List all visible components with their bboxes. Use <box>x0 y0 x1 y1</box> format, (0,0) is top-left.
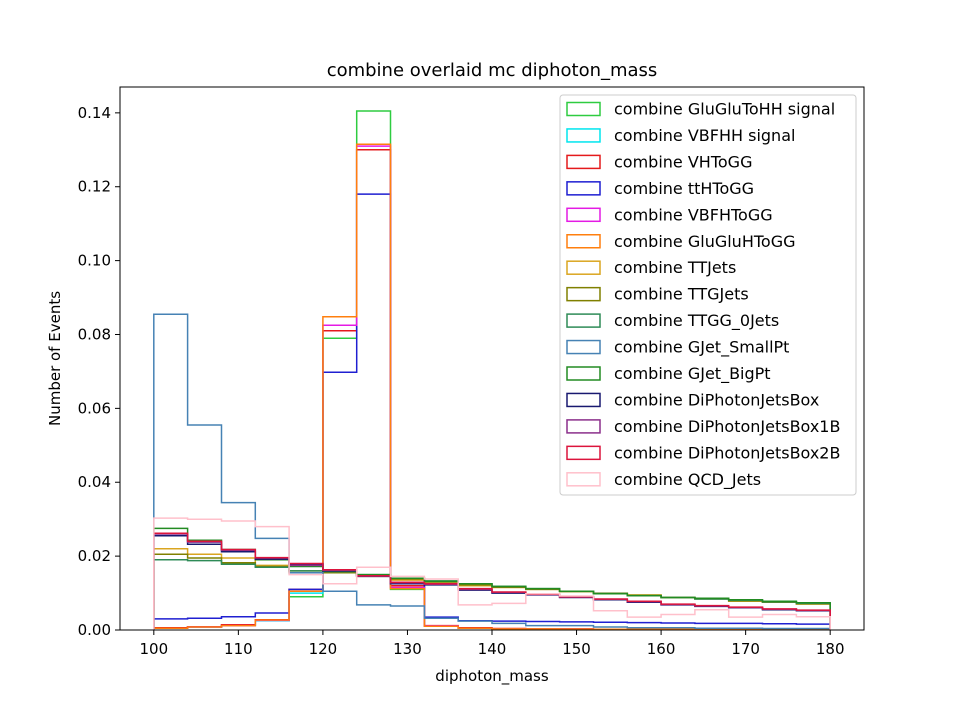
x-tick-label: 140 <box>478 640 507 658</box>
legend-label: combine VBFHH signal <box>614 126 795 145</box>
x-axis-label: diphoton_mass <box>435 667 549 686</box>
x-tick-label: 150 <box>562 640 591 658</box>
x-tick-label: 100 <box>139 640 168 658</box>
y-tick-label: 0.02 <box>78 547 111 565</box>
legend-swatch <box>566 286 601 302</box>
y-tick-label: 0.08 <box>78 325 111 343</box>
y-tick-label: 0.12 <box>78 178 111 196</box>
y-tick-label: 0.10 <box>78 252 111 270</box>
legend-swatch <box>566 419 601 434</box>
x-tick-label: 130 <box>393 640 422 658</box>
legend-label: combine DiPhotonJetsBox1B <box>614 417 840 436</box>
legend-swatch <box>566 154 601 170</box>
legend-label: combine GluGluToHH signal <box>614 100 835 119</box>
legend-swatch <box>566 234 601 249</box>
legend-label: combine VHToGG <box>614 152 752 171</box>
legend-label: combine GJet_SmallPt <box>614 338 789 358</box>
legend-swatch <box>566 181 601 196</box>
x-tick-label: 180 <box>816 640 845 658</box>
legend-swatch <box>566 445 601 461</box>
legend-swatch <box>566 101 601 117</box>
legend-label: combine DiPhotonJetsBox2B <box>614 443 840 462</box>
legend-label: combine GluGluHToGG <box>614 232 795 251</box>
series-step-line-5 <box>153 143 831 631</box>
y-tick-label: 0.06 <box>78 399 111 417</box>
legend-swatch <box>566 392 601 408</box>
legend-swatch <box>566 260 601 275</box>
chart-title: combine overlaid mc diphoton_mass <box>327 60 658 81</box>
histogram-series-layer <box>153 110 831 631</box>
legend: combine GluGluToHH signal combine VBFHH s… <box>559 94 857 496</box>
legend-label: combine TTJets <box>614 258 736 277</box>
x-tick-label: 110 <box>224 640 253 658</box>
legend-label: combine QCD_Jets <box>614 470 761 490</box>
legend-swatch <box>566 128 601 143</box>
x-tick-label: 170 <box>731 640 760 658</box>
legend-items: combine GluGluToHH signal combine VBFHH s… <box>566 100 840 490</box>
x-tick-label: 160 <box>647 640 676 658</box>
y-axis-label: Number of Events <box>46 291 64 426</box>
legend-label: combine TTGG_0Jets <box>614 311 779 331</box>
legend-label: combine DiPhotonJetsBox <box>614 390 819 409</box>
y-tick-label: 0.04 <box>78 473 111 491</box>
legend-frame <box>559 94 857 496</box>
legend-label: combine ttHToGG <box>614 179 754 198</box>
legend-swatch <box>566 313 601 328</box>
legend-swatch <box>566 366 601 381</box>
x-tick-label: 120 <box>309 640 338 658</box>
x-axis: 100 110 120 130 140 150 160 170 180 <box>139 630 845 658</box>
legend-swatch <box>566 207 601 223</box>
y-tick-label: 0.14 <box>78 104 111 122</box>
y-tick-label: 0.00 <box>78 621 111 639</box>
legend-label: combine VBFHToGG <box>614 205 773 224</box>
legend-swatch <box>566 339 601 355</box>
legend-swatch <box>566 472 601 487</box>
legend-label: combine TTGJets <box>614 285 749 304</box>
legend-label: combine GJet_BigPt <box>614 364 771 384</box>
series-step-line-14 <box>153 517 831 630</box>
y-axis: 0.00 0.02 0.04 0.06 0.08 0.10 0.12 0.14 <box>78 104 120 639</box>
series-step-line-9 <box>153 313 831 630</box>
series-step-line-13 <box>153 532 831 630</box>
